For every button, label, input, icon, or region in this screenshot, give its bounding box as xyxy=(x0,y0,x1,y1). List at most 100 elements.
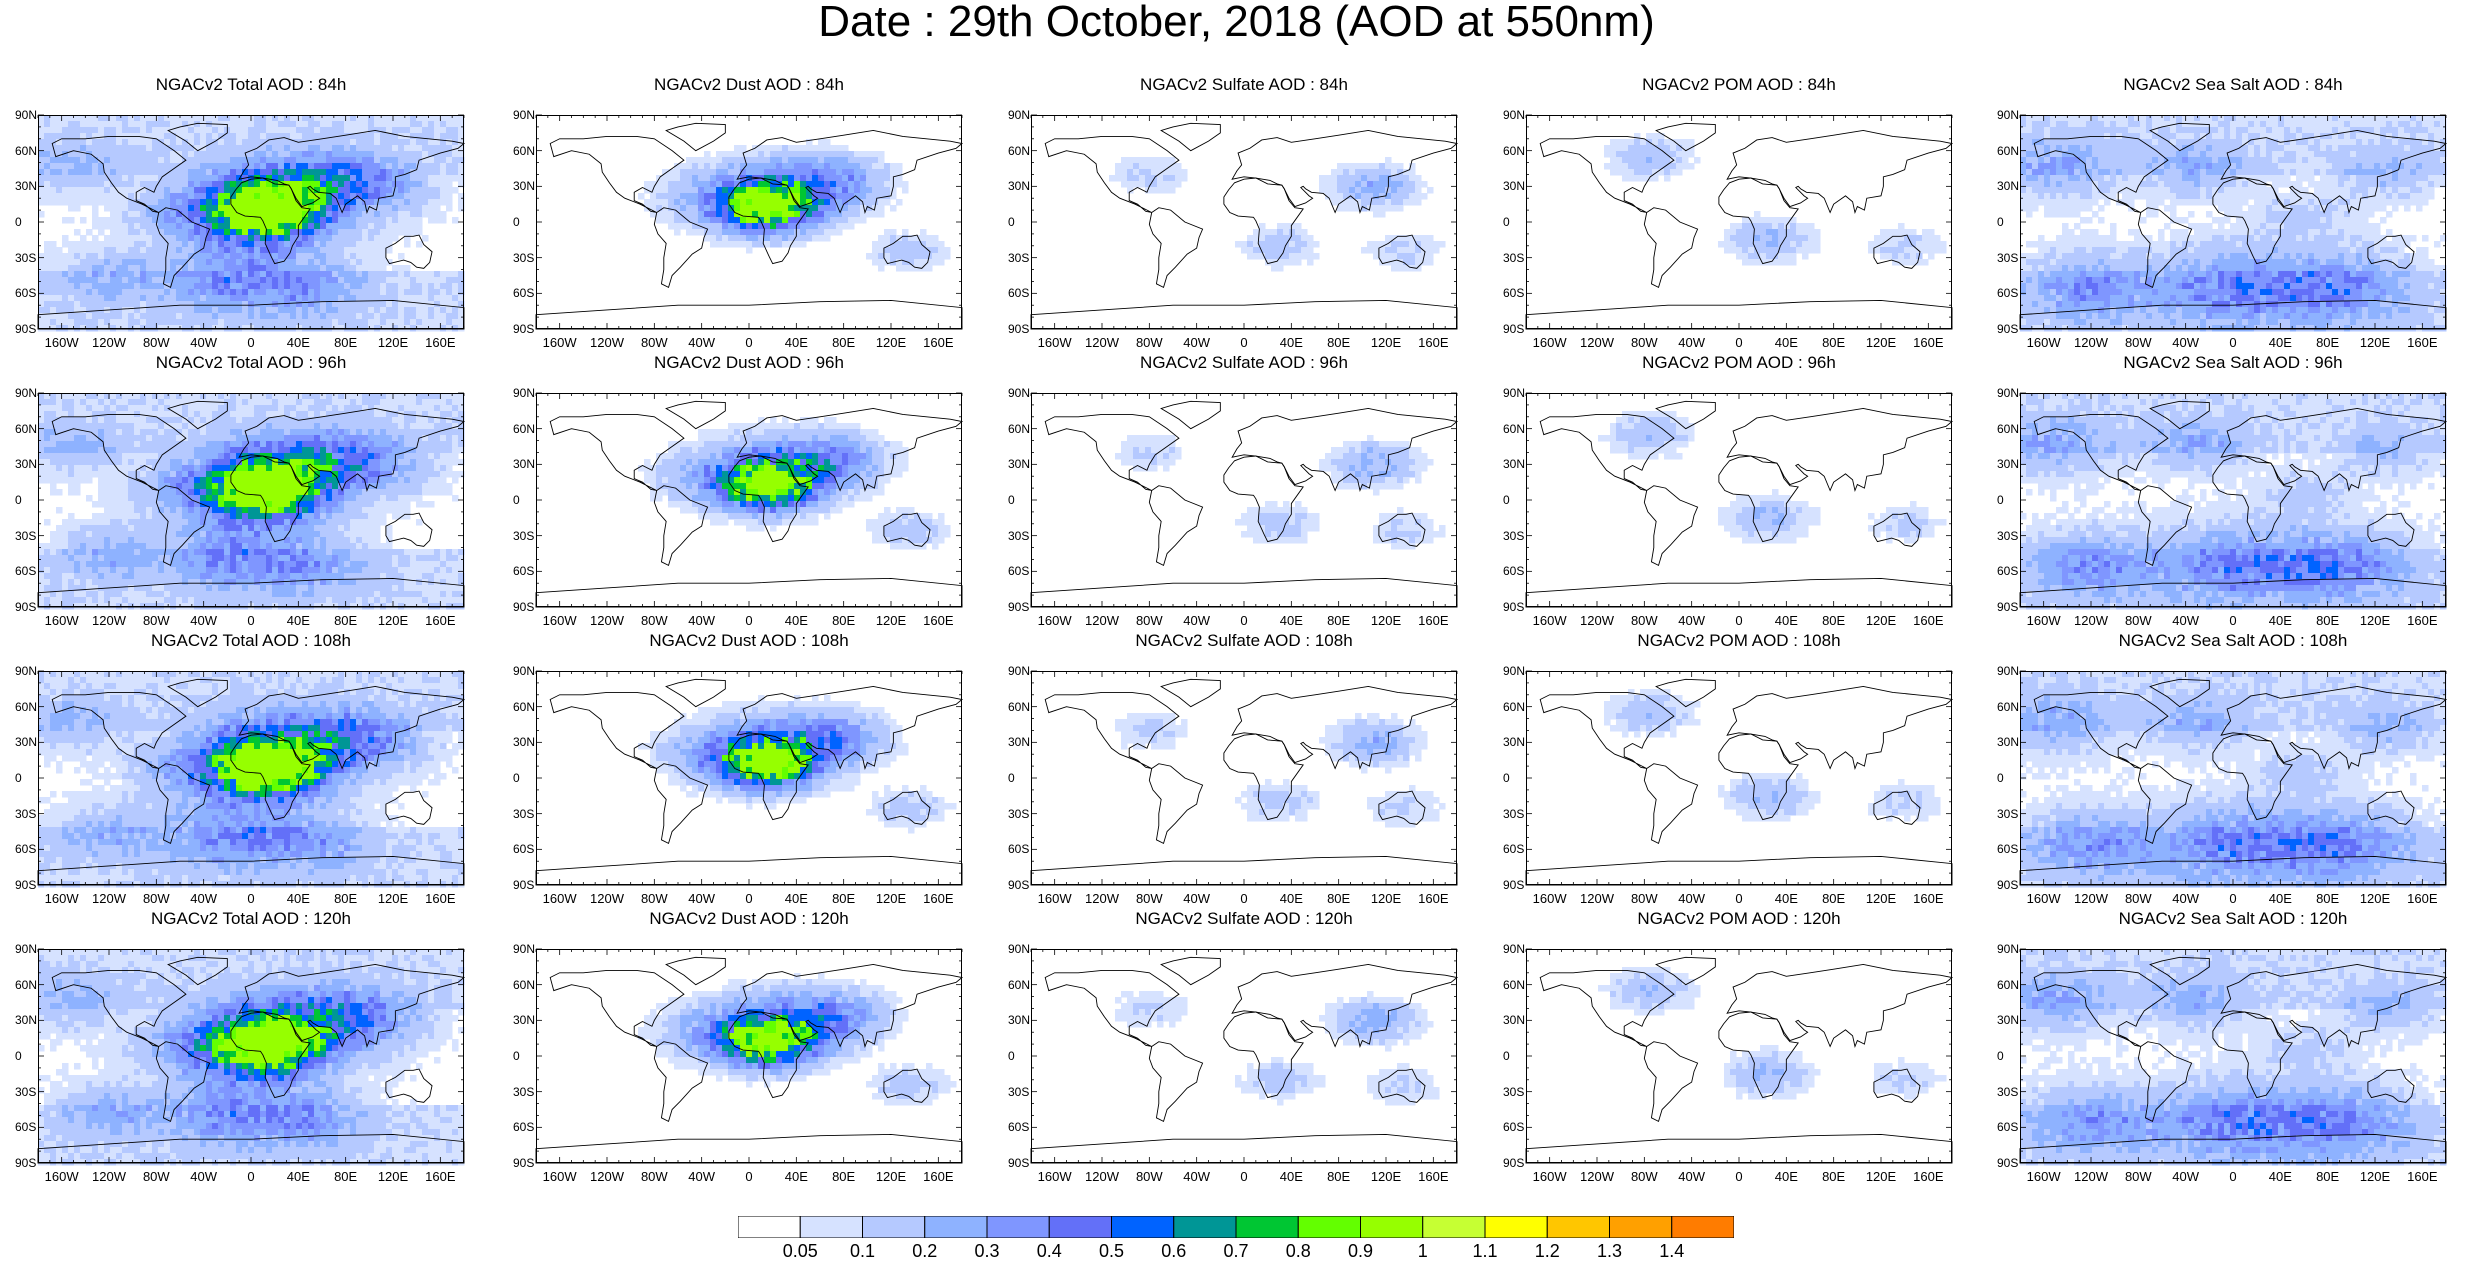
aod-cell xyxy=(1880,229,1887,236)
aod-cell xyxy=(92,127,99,134)
aod-cell xyxy=(1277,229,1284,236)
aod-cell xyxy=(2362,133,2369,140)
aod-cell xyxy=(734,199,741,206)
aod-cell xyxy=(356,139,363,146)
aod-cell xyxy=(1814,247,1821,254)
aod-cell xyxy=(272,199,279,206)
aod-cell xyxy=(2248,157,2255,164)
aod-cell xyxy=(158,121,165,128)
aod-cell xyxy=(356,301,363,308)
aod-cell xyxy=(176,277,183,284)
aod-cell xyxy=(1658,169,1665,176)
aod-cell xyxy=(122,169,129,176)
aod-cell xyxy=(266,169,273,176)
aod-cell xyxy=(266,151,273,158)
aod-cell xyxy=(320,205,327,212)
aod-cell xyxy=(284,163,291,170)
aod-cell xyxy=(410,217,417,224)
aod-cell xyxy=(80,307,87,314)
aod-cell xyxy=(170,229,177,236)
aod-cell xyxy=(254,157,261,164)
aod-cell xyxy=(1421,259,1428,266)
aod-cell xyxy=(1139,163,1146,170)
aod-cell xyxy=(212,313,219,320)
aod-cell xyxy=(800,193,807,200)
aod-cell xyxy=(1736,247,1743,254)
aod-cell xyxy=(2380,127,2387,134)
aod-cell xyxy=(200,121,207,128)
aod-cell xyxy=(350,229,357,236)
aod-cell xyxy=(2032,127,2039,134)
aod-cell xyxy=(2278,163,2285,170)
aod-cell xyxy=(182,295,189,302)
aod-cell xyxy=(128,277,135,284)
aod-cell xyxy=(2212,121,2219,128)
aod-cell xyxy=(2212,157,2219,164)
aod-cell xyxy=(698,199,705,206)
aod-cell xyxy=(236,277,243,284)
aod-cell xyxy=(392,145,399,152)
aod-cell xyxy=(422,163,429,170)
aod-cell xyxy=(200,205,207,212)
aod-cell xyxy=(242,247,249,254)
aod-cell xyxy=(302,163,309,170)
aod-cell xyxy=(254,193,261,200)
aod-cell xyxy=(686,193,693,200)
aod-cell xyxy=(2254,157,2261,164)
aod-cell xyxy=(1301,235,1308,242)
aod-cell xyxy=(2422,175,2429,182)
aod-cell xyxy=(260,295,267,302)
aod-cell xyxy=(2038,157,2045,164)
aod-cell xyxy=(1628,139,1635,146)
aod-cell xyxy=(128,289,135,296)
aod-cell xyxy=(188,187,195,194)
aod-cell xyxy=(1421,181,1428,188)
aod-cell xyxy=(452,121,459,128)
aod-cell xyxy=(326,253,333,260)
aod-cell xyxy=(452,277,459,284)
aod-cell xyxy=(2284,163,2291,170)
aod-cell xyxy=(68,277,75,284)
aod-cell xyxy=(2302,121,2309,128)
aod-cell xyxy=(740,145,747,152)
aod-cell xyxy=(80,301,87,308)
aod-cell xyxy=(254,187,261,194)
aod-cell xyxy=(1934,241,1941,248)
aod-cell xyxy=(404,151,411,158)
aod-cell xyxy=(1664,175,1671,182)
aod-cell xyxy=(2188,169,2195,176)
aod-cell xyxy=(2044,127,2051,134)
aod-cell xyxy=(2350,133,2357,140)
aod-cell xyxy=(2344,121,2351,128)
aod-cell xyxy=(146,175,153,182)
aod-cell xyxy=(248,205,255,212)
aod-cell xyxy=(1904,253,1911,260)
aod-cell xyxy=(62,235,69,242)
aod-cell xyxy=(350,307,357,314)
aod-cell xyxy=(338,289,345,296)
aod-cell xyxy=(146,181,153,188)
aod-cell xyxy=(902,229,909,236)
aod-cell xyxy=(218,187,225,194)
aod-cell xyxy=(2092,121,2099,128)
aod-cell xyxy=(344,307,351,314)
aod-cell xyxy=(98,199,105,206)
aod-cell xyxy=(1802,223,1809,230)
aod-cell xyxy=(794,157,801,164)
aod-cell xyxy=(98,139,105,146)
aod-cell xyxy=(2338,121,2345,128)
aod-cell xyxy=(224,163,231,170)
aod-cell xyxy=(92,259,99,266)
aod-cell xyxy=(2356,133,2363,140)
aod-cell xyxy=(752,223,759,230)
aod-cell xyxy=(422,187,429,194)
aod-cell xyxy=(242,259,249,266)
aod-cell xyxy=(2236,121,2243,128)
aod-cell xyxy=(428,205,435,212)
aod-cell xyxy=(92,211,99,218)
aod-cell xyxy=(320,145,327,152)
aod-cell xyxy=(44,175,51,182)
aod-cell xyxy=(434,295,441,302)
aod-cell xyxy=(2332,175,2339,182)
aod-cell xyxy=(722,187,729,194)
